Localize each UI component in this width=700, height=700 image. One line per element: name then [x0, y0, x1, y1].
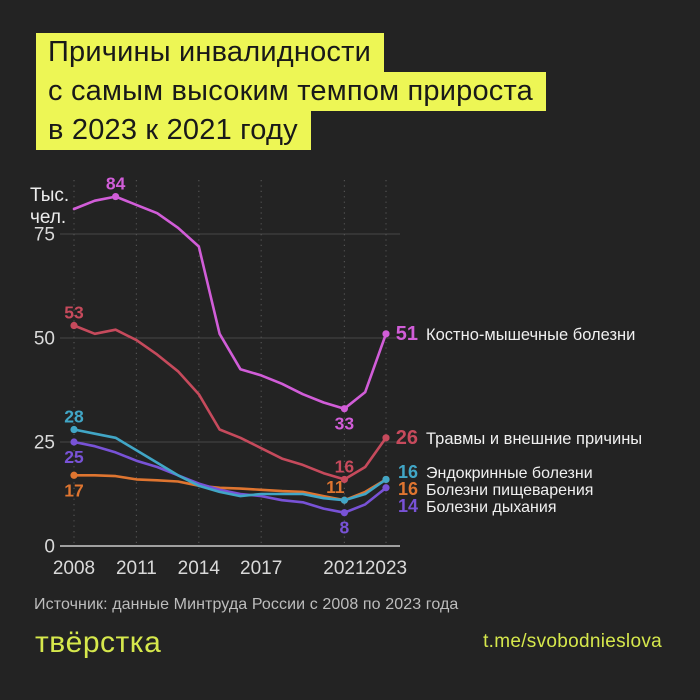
- point-label-musculoskeletal-2021: 33: [335, 414, 355, 434]
- data-point-injuries-2023: [382, 434, 390, 442]
- legend-value-digestive: 16: [398, 479, 418, 499]
- page-title: Причины инвалидности с самым высоким тем…: [36, 33, 546, 150]
- y-axis-unit-label: Тыс.: [30, 185, 69, 206]
- series-line-endocrine: [72, 428, 388, 502]
- x-axis-tick-label: 2008: [53, 558, 95, 579]
- title-line-1: Причины инвалидности: [36, 33, 384, 72]
- title-line-3: в 2023 к 2021 году: [36, 111, 311, 150]
- x-axis-tick-label: 2017: [240, 558, 282, 579]
- point-label-digestive-2008: 17: [64, 480, 83, 500]
- point-label-injuries-2021: 16: [335, 456, 355, 476]
- data-point-endocrine-2023: [382, 475, 390, 484]
- y-axis-unit-label: чел.: [30, 207, 66, 228]
- legend-value-endocrine: 16: [398, 462, 418, 482]
- x-axis-tick-label: 2023: [365, 558, 407, 579]
- y-axis-tick-label: 25: [34, 433, 55, 454]
- legend-label-musculoskeletal: Костно-мышечные болезни: [426, 326, 635, 344]
- data-point-musculoskeletal-2010: [112, 192, 120, 201]
- x-axis-tick-label: 2014: [178, 558, 221, 579]
- legend-value-injuries: 26: [396, 427, 418, 449]
- legend-value-musculoskeletal: 51: [396, 323, 418, 345]
- data-point-respiratory-2008: [70, 438, 78, 446]
- data-point-endocrine-2008: [70, 425, 78, 434]
- legend-value-respiratory: 14: [398, 496, 418, 516]
- data-point-respiratory-2023: [382, 484, 390, 492]
- legend-label-endocrine: Эндокринные болезни: [426, 465, 593, 482]
- point-label-musculoskeletal-2010: 84: [106, 174, 126, 194]
- title-line-2: с самым высоким темпом прироста: [36, 72, 546, 111]
- legend-label-respiratory: Болезни дыхания: [426, 499, 556, 516]
- y-axis-tick-label: 0: [44, 537, 55, 558]
- data-point-injuries-2021: [340, 475, 348, 484]
- data-point-endocrine-2021: [340, 496, 348, 504]
- point-label-injuries-2008: 53: [64, 303, 84, 323]
- series-line-musculoskeletal: [72, 195, 388, 411]
- x-axis-tick-label: 2021: [323, 558, 365, 579]
- y-axis-tick-label: 50: [34, 329, 55, 350]
- data-point-digestive-2008: [70, 471, 78, 479]
- legend-label-injuries: Травмы и внешние причины: [426, 430, 642, 448]
- telegram-channel-link[interactable]: t.me/svobodnieslova: [483, 631, 662, 652]
- point-label-endocrine-2008: 28: [64, 407, 84, 427]
- data-point-musculoskeletal-2021: [340, 405, 348, 413]
- data-point-respiratory-2021: [340, 509, 348, 517]
- data-point-injuries-2008: [70, 321, 78, 330]
- legend-label-digestive: Болезни пищеварения: [426, 482, 593, 499]
- data-point-musculoskeletal-2023: [382, 330, 390, 338]
- series-line-respiratory: [72, 440, 388, 515]
- point-label-respiratory-2021: 8: [340, 518, 350, 538]
- source-note: Источник: данные Минтруда России с 2008 …: [34, 596, 459, 613]
- y-axis-tick-label: 75: [34, 225, 55, 246]
- point-label-respiratory-2008: 25: [64, 447, 84, 467]
- point-label-digestive-2021: 11: [326, 477, 345, 497]
- series-line-injuries: [72, 324, 388, 481]
- x-axis-tick-label: 2011: [116, 558, 157, 579]
- verstka-logo: твёрстка: [35, 626, 162, 659]
